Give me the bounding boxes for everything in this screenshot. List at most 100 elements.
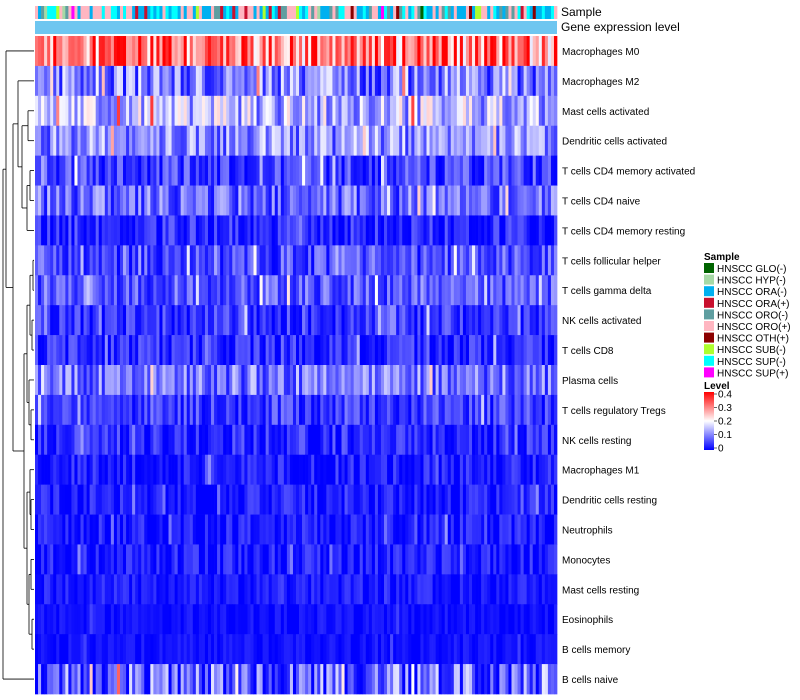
heatmap-cell [465, 365, 470, 396]
heatmap-cell [159, 365, 163, 396]
sample-annotation-cell [311, 6, 315, 19]
heatmap-cell [508, 544, 512, 575]
heatmap-cell [487, 275, 491, 306]
heatmap-cell [50, 335, 54, 366]
heatmap-cell [508, 664, 512, 695]
heatmap-cell [405, 664, 409, 695]
heatmap-cell [41, 424, 45, 456]
heatmap-cell [305, 664, 309, 695]
heatmap-cell [138, 185, 142, 216]
heatmap-cell [107, 155, 112, 186]
heatmap-cell [511, 335, 515, 366]
heatmap-cell [289, 544, 294, 575]
heatmap-cell [95, 365, 100, 396]
heatmap-cell [329, 185, 333, 216]
heatmap-cell [490, 544, 494, 575]
heatmap-cell [89, 544, 94, 575]
sample-annotation-cell [44, 6, 48, 19]
heatmap-cell [496, 245, 500, 276]
heatmap-cell [402, 65, 406, 97]
heatmap-cell [374, 245, 379, 276]
heatmap-cell [302, 305, 306, 336]
heatmap-cell [274, 664, 279, 695]
heatmap-cell [453, 424, 458, 456]
heatmap-cell [101, 155, 106, 186]
heatmap-cell [226, 634, 230, 665]
heatmap-cell [535, 365, 540, 396]
heatmap-cell [235, 454, 239, 485]
heatmap-cell [544, 95, 549, 127]
heatmap-cell [253, 664, 257, 695]
heatmap-cell [186, 335, 191, 366]
heatmap-cell [456, 514, 461, 545]
heatmap-cell [414, 454, 418, 485]
heatmap-cell [520, 335, 524, 366]
heatmap-cell [317, 95, 321, 127]
heatmap-cell [165, 634, 169, 665]
heatmap-cell [535, 604, 540, 635]
heatmap-cell [220, 514, 224, 545]
heatmap-cell [435, 335, 439, 366]
heatmap-cell [83, 514, 87, 545]
heatmap-cell [384, 95, 388, 127]
heatmap-cell [235, 155, 239, 186]
heatmap-cell [195, 394, 200, 426]
heatmap-cell [544, 245, 549, 276]
heatmap-cell [283, 664, 288, 695]
heatmap-cell [223, 125, 227, 156]
heatmap-cell [192, 604, 197, 635]
heatmap-cell [462, 634, 467, 665]
heatmap-cell [529, 335, 534, 366]
sample-annotation-cell [308, 6, 312, 19]
heatmap-cell [241, 335, 245, 366]
heatmap-cell [362, 95, 367, 127]
heatmap-cell [478, 215, 482, 246]
heatmap-cell [350, 365, 355, 396]
heatmap-cell [135, 215, 139, 246]
heatmap-cell [277, 394, 282, 426]
heatmap-cell [493, 36, 497, 67]
sample-annotation-cell [56, 6, 60, 19]
heatmap-cell [89, 95, 94, 127]
heatmap-cell [292, 604, 297, 635]
heatmap-cell [414, 514, 418, 545]
heatmap-cell [396, 125, 400, 156]
heatmap-cell [50, 484, 54, 515]
heatmap-cell [465, 484, 470, 515]
heatmap-cell [238, 125, 242, 156]
heatmap-cell [241, 454, 245, 485]
heatmap-cell [232, 484, 236, 515]
heatmap-cell [41, 544, 45, 575]
heatmap-cell [426, 36, 430, 67]
heatmap-cell [517, 95, 521, 127]
heatmap-cell [438, 65, 443, 97]
heatmap-cell [80, 275, 84, 306]
heatmap-cell [38, 394, 42, 426]
heatmap-cell [329, 394, 333, 426]
heatmap-cell [247, 454, 251, 485]
heatmap-cell [423, 365, 427, 396]
heatmap-cell [493, 604, 497, 635]
heatmap-cell [550, 634, 555, 665]
heatmap-cell [338, 125, 342, 156]
heatmap-cell [268, 65, 273, 97]
heatmap-cell [44, 424, 48, 456]
heatmap-cell [529, 215, 534, 246]
heatmap-cell [138, 424, 142, 456]
heatmap-cell [347, 394, 351, 426]
heatmap-cell [98, 634, 103, 665]
heatmap-cell [74, 454, 78, 485]
heatmap-cell [347, 125, 351, 156]
heatmap-cell [550, 185, 555, 216]
heatmap-cell [408, 664, 412, 695]
heatmap-cell [335, 95, 339, 127]
heatmap-cell [502, 155, 506, 186]
heatmap-cell [547, 215, 552, 246]
heatmap-cell [420, 36, 424, 67]
heatmap-cell [402, 604, 406, 635]
heatmap-cell [268, 125, 273, 156]
heatmap-cell [374, 454, 379, 485]
heatmap-cell [371, 604, 376, 635]
heatmap-cell [223, 305, 227, 336]
heatmap-cell [423, 544, 427, 575]
